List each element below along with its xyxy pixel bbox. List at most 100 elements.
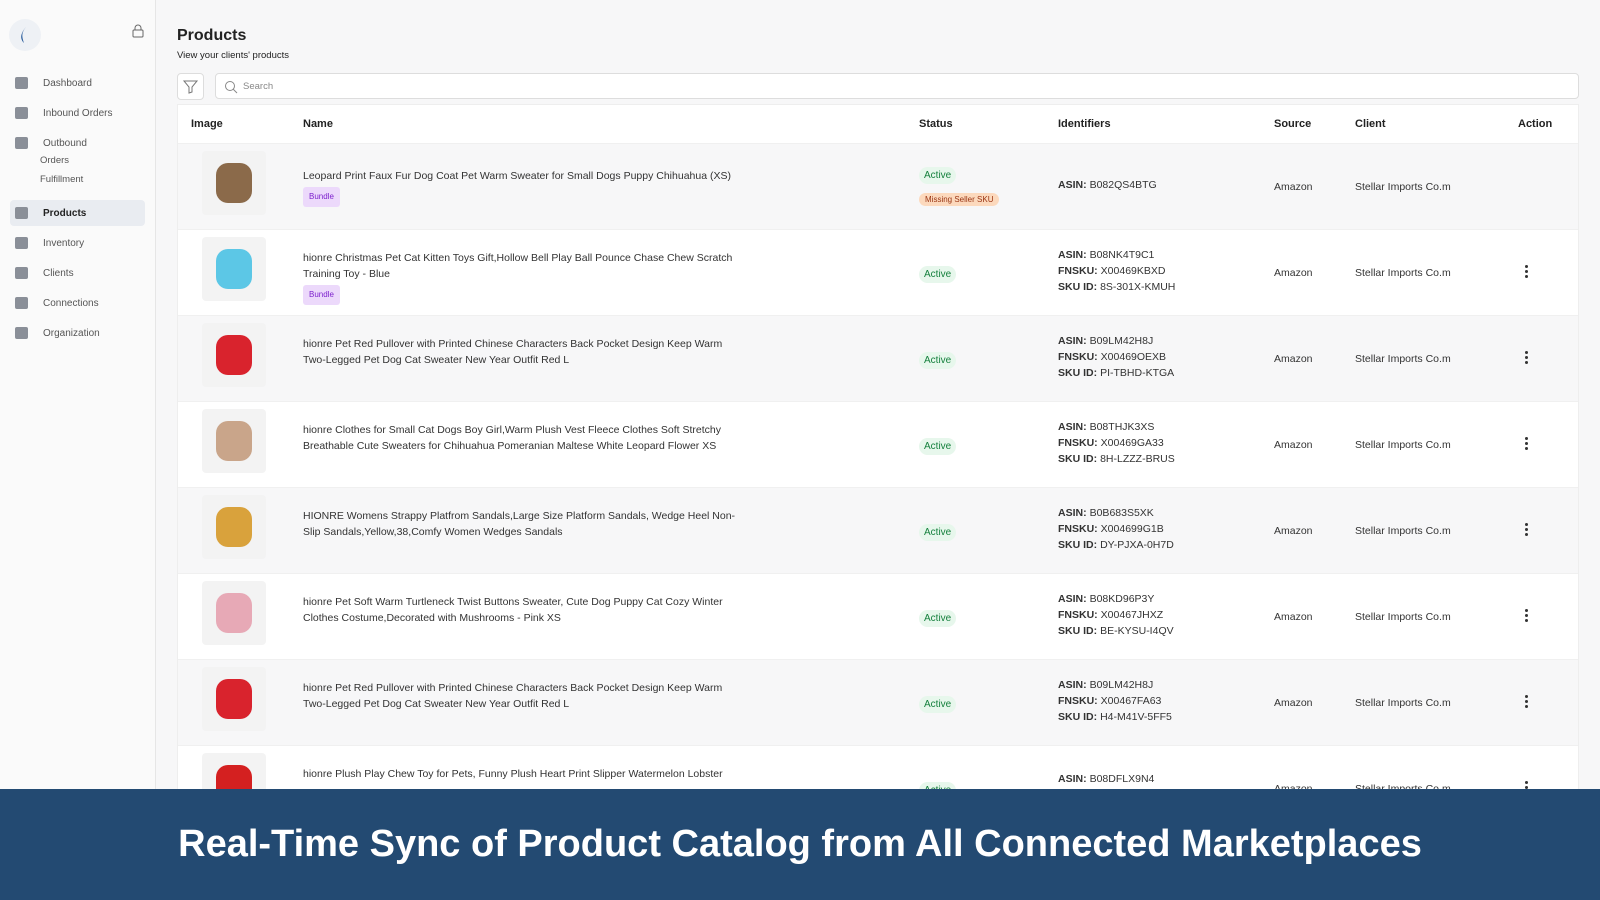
main: Products View your clients' products Sea… — [177, 0, 1579, 900]
identifier: FNSKU: X00469GA33 — [1058, 437, 1164, 449]
source: Amazon — [1274, 181, 1313, 193]
nav-item[interactable]: Clients — [10, 260, 145, 286]
status-badge: Active — [919, 610, 957, 627]
product-name: hionre Clothes for Small Cat Dogs Boy Gi… — [303, 422, 743, 454]
product-name-text: hionre Pet Red Pullover with Printed Chi… — [303, 338, 723, 366]
product-image — [202, 151, 266, 215]
nav-icon — [15, 267, 28, 279]
identifier: ASIN: B09LM42H8J — [1058, 335, 1153, 347]
identifier: ASIN: B0B683S5XK — [1058, 507, 1154, 519]
bundle-tag: Bundle — [303, 187, 340, 207]
identifier: FNSKU: X00469KBXD — [1058, 265, 1165, 277]
action-dot — [1525, 609, 1528, 612]
nav-item[interactable]: Outbound — [10, 130, 145, 156]
identifier-label: ASIN: — [1058, 249, 1087, 261]
action-dot — [1525, 781, 1528, 784]
nav-item[interactable]: Dashboard — [10, 70, 145, 96]
nav-icon — [15, 327, 28, 339]
identifier-label: ASIN: — [1058, 335, 1087, 347]
product-name-text: hionre Christmas Pet Cat Kitten Toys Gif… — [303, 252, 733, 280]
table-row: hionre Pet Red Pullover with Printed Chi… — [178, 315, 1578, 401]
identifier-label: FNSKU: — [1058, 523, 1098, 535]
nav-item[interactable]: Organization — [10, 320, 145, 346]
client: Stellar Imports Co.m — [1355, 439, 1451, 451]
page-subtitle: View your clients' products — [177, 50, 289, 61]
product-name-text: hionre Pet Red Pullover with Printed Chi… — [303, 682, 723, 710]
identifier-value: B08NK4T9C1 — [1089, 249, 1155, 261]
column-header: Client — [1355, 118, 1386, 130]
action-dot — [1525, 270, 1528, 273]
action-dot — [1525, 437, 1528, 440]
nav-label: Dashboard — [43, 77, 92, 89]
column-header: Action — [1518, 118, 1553, 130]
table-row: Leopard Print Faux Fur Dog Coat Pet Warm… — [178, 143, 1578, 229]
nav-subitem[interactable]: Orders — [40, 155, 70, 166]
identifier: FNSKU: X00467JHXZ — [1058, 609, 1163, 621]
source: Amazon — [1274, 611, 1313, 623]
bundle-tag: Bundle — [303, 285, 340, 305]
client: Stellar Imports Co.m — [1355, 525, 1451, 537]
column-header: Status — [919, 118, 953, 130]
nav-icon — [15, 77, 28, 89]
source: Amazon — [1274, 697, 1313, 709]
product-image-shape — [216, 249, 252, 289]
identifier-value: X004699G1B — [1100, 523, 1164, 535]
nav-icon — [15, 107, 28, 119]
logo-icon — [21, 27, 26, 43]
identifier-value: BE-KYSU-I4QV — [1100, 625, 1174, 637]
action-dot — [1525, 705, 1528, 708]
nav-label: Connections — [43, 297, 99, 309]
nav-item[interactable]: Connections — [10, 290, 145, 316]
identifier-value: X00467JHXZ — [1100, 609, 1164, 621]
identifier-label: SKU ID: — [1058, 711, 1098, 723]
search-placeholder: Search — [243, 81, 274, 92]
action-menu[interactable] — [1518, 606, 1534, 624]
nav-icon — [15, 237, 28, 249]
identifier-label: FNSKU: — [1058, 609, 1098, 621]
column-header: Identifiers — [1058, 118, 1111, 130]
identifier-value: X00469GA33 — [1100, 437, 1164, 449]
action-menu[interactable] — [1518, 520, 1534, 538]
product-name: hionre Pet Red Pullover with Printed Chi… — [303, 336, 743, 368]
client: Stellar Imports Co.m — [1355, 181, 1451, 193]
identifier-label: ASIN: — [1058, 773, 1087, 785]
product-name-text: hionre Pet Soft Warm Turtleneck Twist Bu… — [303, 596, 723, 624]
action-dot — [1525, 351, 1528, 354]
action-menu[interactable] — [1518, 348, 1534, 366]
action-menu[interactable] — [1518, 434, 1534, 452]
action-dot — [1525, 361, 1528, 364]
identifier-value: B0B683S5XK — [1089, 507, 1154, 519]
action-menu[interactable] — [1518, 692, 1534, 710]
sidebar: Dashboard Inbound Orders Outbound Orders Ful… — [0, 0, 156, 900]
client: Stellar Imports Co.m — [1355, 267, 1451, 279]
nav-label: Organization — [43, 327, 100, 339]
nav-item[interactable]: Inbound Orders — [10, 100, 145, 126]
source: Amazon — [1274, 439, 1313, 451]
action-dot — [1525, 700, 1528, 703]
product-image-shape — [216, 679, 252, 719]
identifier-value: X00469KBXD — [1100, 265, 1166, 277]
nav-item[interactable]: Products — [10, 200, 145, 226]
status-badge: Active — [919, 167, 957, 184]
identifier: SKU ID: PI-TBHD-KTGA — [1058, 367, 1174, 379]
action-dot — [1525, 523, 1528, 526]
nav-subitem[interactable]: Fulfillment — [40, 174, 84, 185]
lock-icon[interactable] — [132, 24, 144, 38]
action-menu[interactable] — [1518, 262, 1534, 280]
products-table: Image Name Status Identifiers Source Client Ac… — [177, 104, 1579, 900]
nav-item[interactable]: Inventory — [10, 230, 145, 256]
action-dot — [1525, 265, 1528, 268]
filter-button[interactable] — [177, 73, 204, 100]
identifier-value: 8H-LZZZ-BRUS — [1100, 453, 1175, 465]
action-dot — [1525, 442, 1528, 445]
logo[interactable] — [9, 19, 41, 51]
identifier-label: ASIN: — [1058, 593, 1087, 605]
search-box[interactable]: Search — [215, 73, 1579, 99]
product-image — [202, 323, 266, 387]
product-name: hionre Christmas Pet Cat Kitten Toys Gif… — [303, 250, 743, 305]
identifier: FNSKU: X004699G1B — [1058, 523, 1164, 535]
identifier-label: FNSKU: — [1058, 265, 1098, 277]
identifier-label: ASIN: — [1058, 179, 1087, 191]
table-row: hionre Christmas Pet Cat Kitten Toys Gif… — [178, 229, 1578, 315]
action-dot — [1525, 356, 1528, 359]
